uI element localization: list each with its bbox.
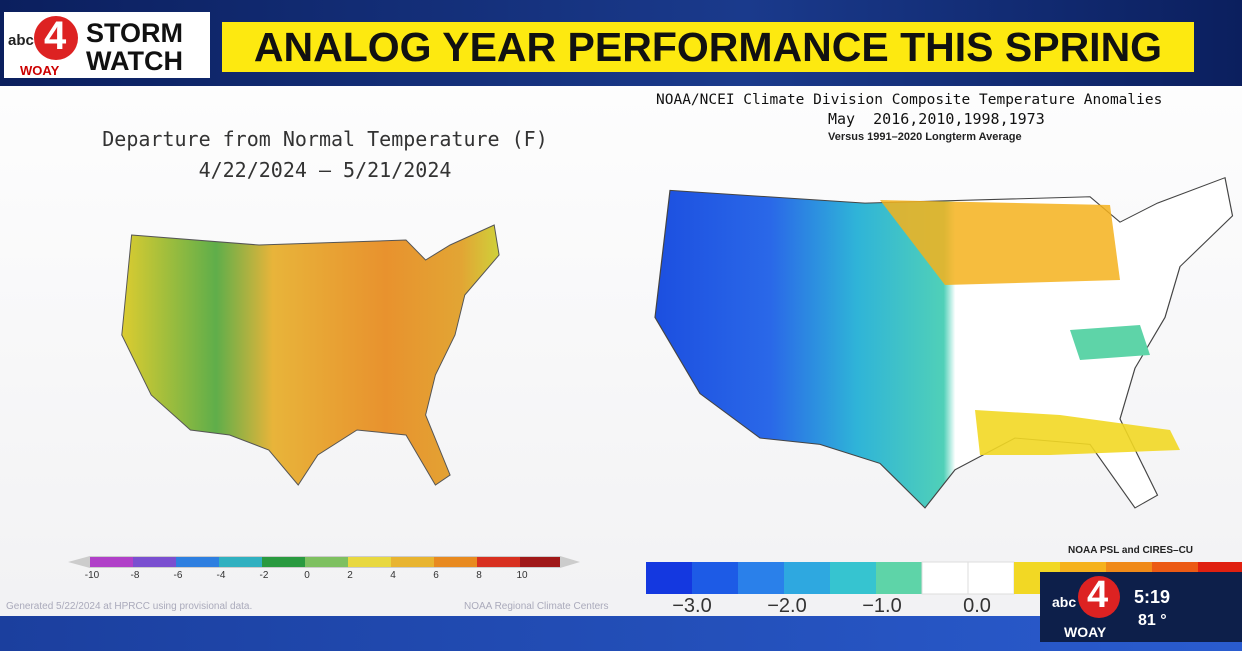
legend-label: 10 [516,570,528,581]
legend-label: 6 [433,570,439,581]
title-box [222,22,1194,72]
left-footer: Generated 5/22/2024 at HPRCC using provi… [6,601,253,612]
brand-line: STORM [86,18,184,48]
legend-label: 8 [476,570,482,581]
title: ANALOG YEAR PERFORMANCE THIS SPRING [253,24,1163,70]
logo-network: abc [8,32,34,49]
logo-number: 4 [44,14,67,58]
left-colorbar [90,557,560,567]
bug-temperature: 81 ° [1138,612,1167,629]
warm-region [975,410,1180,455]
bug-panel [1040,572,1242,642]
right-map-title: NOAA/NCEI Climate Division Composite Tem… [656,92,1163,108]
logo-station: WOAY [20,63,60,78]
legend-label: -10 [84,570,100,581]
legend-label: −2.0 [767,595,807,617]
brand-line: WATCH [86,46,183,76]
legend-label: 2 [347,570,353,581]
left-map [121,224,500,486]
left-map-subtitle: 4/22/2024 – 5/21/2024 [198,158,452,182]
legend-label: -2 [259,570,269,581]
legend-label: -4 [216,570,226,581]
legend-label: 0 [304,570,310,581]
legend-label: 0.0 [963,595,991,617]
legend-label: −3.0 [672,595,712,617]
left-footer: NOAA Regional Climate Centers [464,601,609,612]
legend-label: -6 [173,570,183,581]
bug-circle [1078,576,1120,618]
cool-region [1070,325,1150,360]
logo-circle [34,16,78,60]
right-map-subtitle: May 2016,2010,1998,1973 [828,110,1045,128]
left-map-title: Departure from Normal Temperature (F) [102,127,548,151]
bug-station: WOAY [1064,624,1107,640]
bug-number: 4 [1087,574,1109,616]
legend-label: 4 [390,570,396,581]
bottom-bar [0,616,1242,651]
bug-time: 5:19 [1134,587,1171,607]
warm-region [880,200,1120,285]
legend-label: −1.0 [862,595,902,617]
right-map-note: Versus 1991–2020 Longterm Average [828,131,1022,143]
bug-network: abc [1052,594,1077,610]
right-map-credit: NOAA PSL and CIRES–CU [1068,545,1194,556]
legend-label: -8 [130,570,140,581]
